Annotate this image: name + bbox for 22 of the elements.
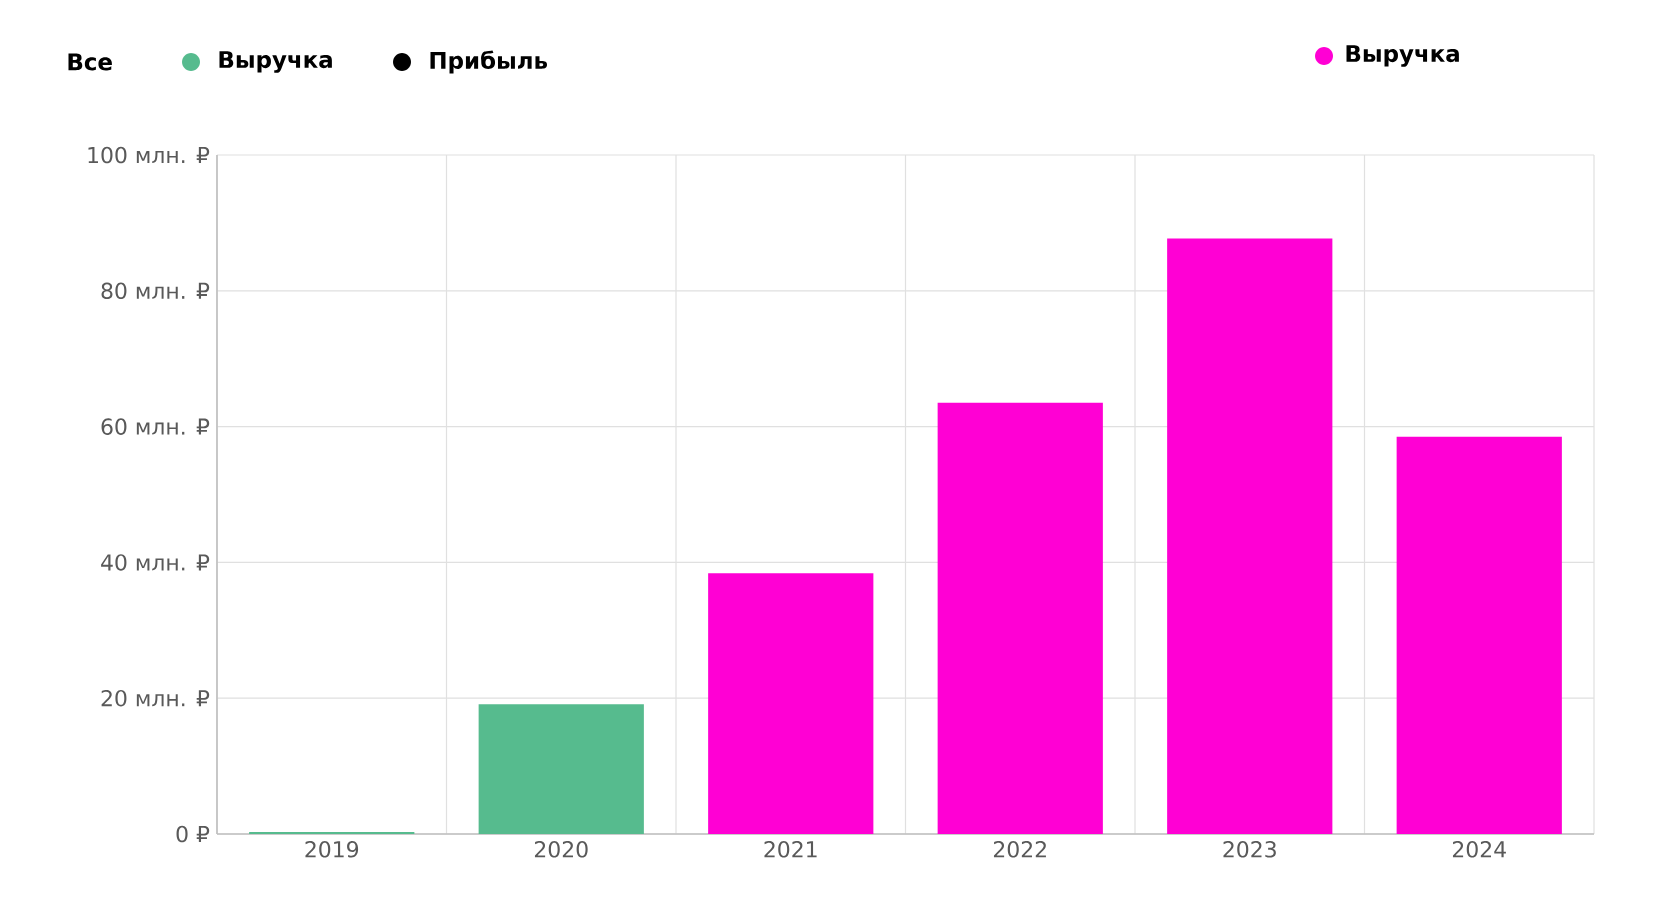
y-tick-label: 100 млн. ₽ xyxy=(88,146,210,164)
x-tick-label: 2019 xyxy=(305,841,359,858)
bar xyxy=(249,831,415,834)
y-tick-label: 80 млн. ₽ xyxy=(101,282,210,300)
bar xyxy=(1396,436,1562,834)
text: Все xyxy=(68,53,112,71)
legend-label: Выручка xyxy=(1346,45,1459,67)
legend-label: Выручка xyxy=(219,51,332,73)
bar xyxy=(708,573,874,834)
bar xyxy=(478,704,644,834)
x-tick-label: 2024 xyxy=(1452,841,1506,858)
x-tick-label: 2020 xyxy=(534,841,588,858)
bar xyxy=(937,402,1103,834)
x-tick-label: 2021 xyxy=(764,841,817,858)
x-tick-label: 2023 xyxy=(1223,841,1276,858)
x-tick-label: 2022 xyxy=(993,841,1046,858)
y-tick-label: 60 млн. ₽ xyxy=(101,418,210,435)
bar xyxy=(1167,238,1333,834)
y-tick-label: 40 млн. ₽ xyxy=(101,554,210,571)
y-tick-label: 20 млн. ₽ xyxy=(101,689,210,707)
y-tick-label: 0 ₽ xyxy=(176,825,210,843)
legend-label: Прибыль xyxy=(430,50,547,74)
